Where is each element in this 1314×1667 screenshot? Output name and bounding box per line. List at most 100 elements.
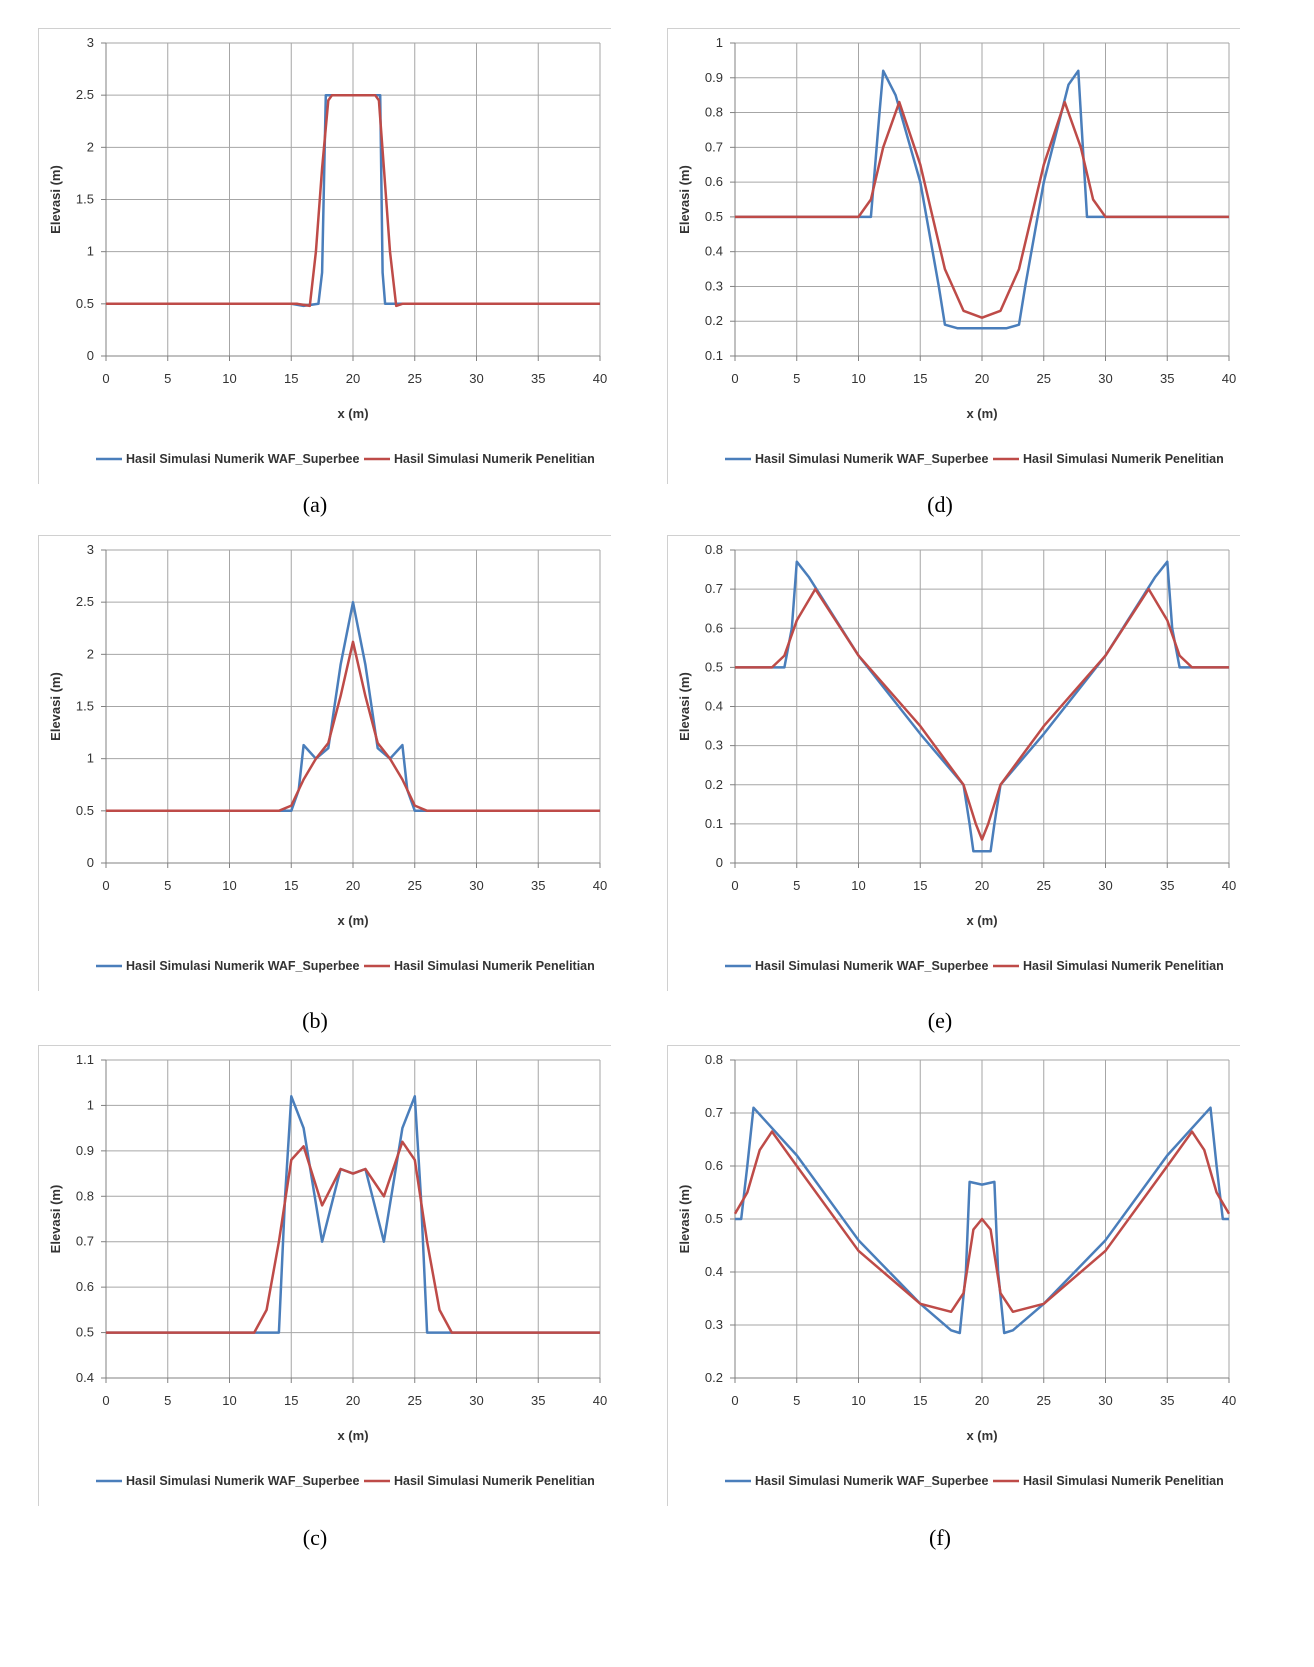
series-line-1 bbox=[735, 1106, 1229, 1335]
x-tick-label: 25 bbox=[1037, 371, 1051, 386]
x-tick-label: 10 bbox=[222, 371, 236, 386]
chart-a: 00.511.522.530 5 10 15 20 25 30 35 40x (m)Elevas… bbox=[48, 35, 607, 466]
y-tick-label: 0.3 bbox=[705, 278, 723, 293]
chart-panel-f: 0.2 0.3 0.4 0.5 0.6 0.7 0.8 0 5 10 15 20 25 30 35 40 x (… bbox=[667, 1045, 1247, 1510]
x-tick-label: 30 bbox=[1098, 878, 1112, 893]
y-tick-label: 0.8 bbox=[76, 1188, 94, 1203]
chart-panel-a: 0 0.5 1 1.5 2 2.5 3 0 5 10 15 20 25 30 35 40 x (m) Elevas… bbox=[38, 28, 618, 488]
x-tick-label: 5 bbox=[793, 1393, 800, 1408]
series-line-2 bbox=[733, 1130, 1231, 1314]
legend-label-2: Hasil Simulasi Numerik Penelitian bbox=[1023, 959, 1224, 973]
y-axis-label: Elevasi (m) bbox=[48, 165, 63, 234]
chart-panel-c: 0.4 0.5 0.6 0.7 0.8 0.9 1 1.1 0 5 10 15 20 25 30 35 40 x … bbox=[38, 1045, 618, 1510]
y-tick-label: 0 bbox=[87, 348, 94, 363]
y-tick-label: 1 bbox=[87, 244, 94, 259]
series-line-2 bbox=[106, 640, 600, 813]
x-tick-label: 35 bbox=[1160, 371, 1174, 386]
y-tick-label: 0.4 bbox=[705, 699, 723, 714]
legend-label-1: Hasil Simulasi Numerik WAF_Superbee bbox=[126, 452, 359, 466]
x-tick-label: 25 bbox=[408, 878, 422, 893]
y-tick-label: 0.2 bbox=[705, 1370, 723, 1385]
legend-label-2: Hasil Simulasi Numerik Penelitian bbox=[394, 959, 595, 973]
x-tick-label: 25 bbox=[408, 371, 422, 386]
y-axis-label: Elevasi (m) bbox=[677, 1185, 692, 1254]
x-tick-label: 0 bbox=[731, 1393, 738, 1408]
x-tick-label: 40 bbox=[593, 371, 607, 386]
y-tick-label: 2.5 bbox=[76, 87, 94, 102]
x-tick-label: 20 bbox=[346, 1393, 360, 1408]
x-tick-label: 25 bbox=[1037, 878, 1051, 893]
x-axis-label: x (m) bbox=[966, 406, 997, 421]
x-tick-label: 15 bbox=[913, 878, 927, 893]
panel-frame bbox=[38, 1045, 611, 1506]
series-line-2 bbox=[735, 100, 1229, 319]
y-tick-label: 0.2 bbox=[705, 313, 723, 328]
y-tick-label: 0.4 bbox=[76, 1370, 94, 1385]
x-axis-label: x (m) bbox=[337, 406, 368, 421]
x-axis-label: x (m) bbox=[966, 913, 997, 928]
x-tick-label: 20 bbox=[346, 371, 360, 386]
y-tick-label: 0.2 bbox=[705, 777, 723, 792]
y-tick-label: 1.1 bbox=[76, 1052, 94, 1067]
x-tick-label: 20 bbox=[975, 371, 989, 386]
x-tick-label: 0 bbox=[731, 371, 738, 386]
x-tick-label: 40 bbox=[1222, 1393, 1236, 1408]
series-line-1 bbox=[735, 69, 1229, 330]
y-tick-label: 0.3 bbox=[705, 1317, 723, 1332]
chart-panel-d: 0.1 0.2 0.3 0.4 0.5 0.6 0.7 0.8 0.9 1 0 5 10 15 20 25 30… bbox=[667, 28, 1247, 488]
x-tick-label: 5 bbox=[164, 878, 171, 893]
panel-frame bbox=[667, 1045, 1240, 1506]
x-tick-label: 35 bbox=[531, 371, 545, 386]
x-tick-label: 0 bbox=[102, 1393, 109, 1408]
y-tick-label: 0.5 bbox=[76, 803, 94, 818]
caption-e: (e) bbox=[927, 1008, 953, 1033]
caption-f: (f) bbox=[929, 1525, 951, 1550]
series-line-1 bbox=[735, 560, 1229, 853]
y-tick-label: 0.5 bbox=[705, 209, 723, 224]
x-tick-label: 0 bbox=[102, 878, 109, 893]
x-tick-label: 10 bbox=[851, 878, 865, 893]
y-tick-label: 0.8 bbox=[705, 105, 723, 120]
y-tick-label: 0.8 bbox=[705, 542, 723, 557]
y-tick-label: 0.9 bbox=[705, 70, 723, 85]
x-tick-label: 15 bbox=[913, 1393, 927, 1408]
y-tick-label: 1.5 bbox=[76, 192, 94, 207]
y-tick-label: 0.5 bbox=[705, 659, 723, 674]
x-tick-label: 40 bbox=[593, 878, 607, 893]
x-tick-label: 40 bbox=[1222, 878, 1236, 893]
legend-label-1: Hasil Simulasi Numerik WAF_Superbee bbox=[755, 1474, 988, 1488]
y-tick-label: 0 bbox=[716, 855, 723, 870]
legend-label-1: Hasil Simulasi Numerik WAF_Superbee bbox=[755, 452, 988, 466]
legend-label-1: Hasil Simulasi Numerik WAF_Superbee bbox=[755, 959, 988, 973]
y-tick-label: 0.4 bbox=[705, 244, 723, 259]
x-tick-label: 15 bbox=[284, 371, 298, 386]
y-tick-label: 3 bbox=[87, 542, 94, 557]
x-tick-label: 5 bbox=[164, 1393, 171, 1408]
x-axis-label: x (m) bbox=[966, 1428, 997, 1443]
y-tick-label: 0.9 bbox=[76, 1143, 94, 1158]
x-tick-label: 25 bbox=[408, 1393, 422, 1408]
x-tick-label: 20 bbox=[346, 878, 360, 893]
y-tick-label: 0.5 bbox=[76, 1325, 94, 1340]
y-tick-label: 2.5 bbox=[76, 594, 94, 609]
caption-c: (c) bbox=[302, 1525, 328, 1550]
x-tick-label: 0 bbox=[102, 371, 109, 386]
x-tick-label: 15 bbox=[284, 878, 298, 893]
y-tick-label: 0 bbox=[87, 855, 94, 870]
x-tick-label: 35 bbox=[531, 1393, 545, 1408]
caption-d: (d) bbox=[927, 492, 953, 517]
x-tick-label: 35 bbox=[1160, 878, 1174, 893]
y-tick-label: 2 bbox=[87, 139, 94, 154]
y-tick-label: 0.3 bbox=[705, 738, 723, 753]
x-tick-label: 0 bbox=[731, 878, 738, 893]
y-axis-label: Elevasi (m) bbox=[48, 672, 63, 741]
y-axis-label: Elevasi (m) bbox=[48, 1185, 63, 1254]
y-tick-label: 2 bbox=[87, 646, 94, 661]
x-tick-label: 35 bbox=[531, 878, 545, 893]
y-axis-label: Elevasi (m) bbox=[677, 165, 692, 234]
x-tick-label: 20 bbox=[975, 1393, 989, 1408]
legend-label-2: Hasil Simulasi Numerik Penelitian bbox=[394, 1474, 595, 1488]
y-tick-label: 0.6 bbox=[705, 620, 723, 635]
chart-c: 0.4 0.5 0.6 0.7 0.8 0.9 1 1.1 0 5 10 15 20 25 30 35 40 x … bbox=[48, 1052, 607, 1488]
x-tick-label: 10 bbox=[851, 1393, 865, 1408]
